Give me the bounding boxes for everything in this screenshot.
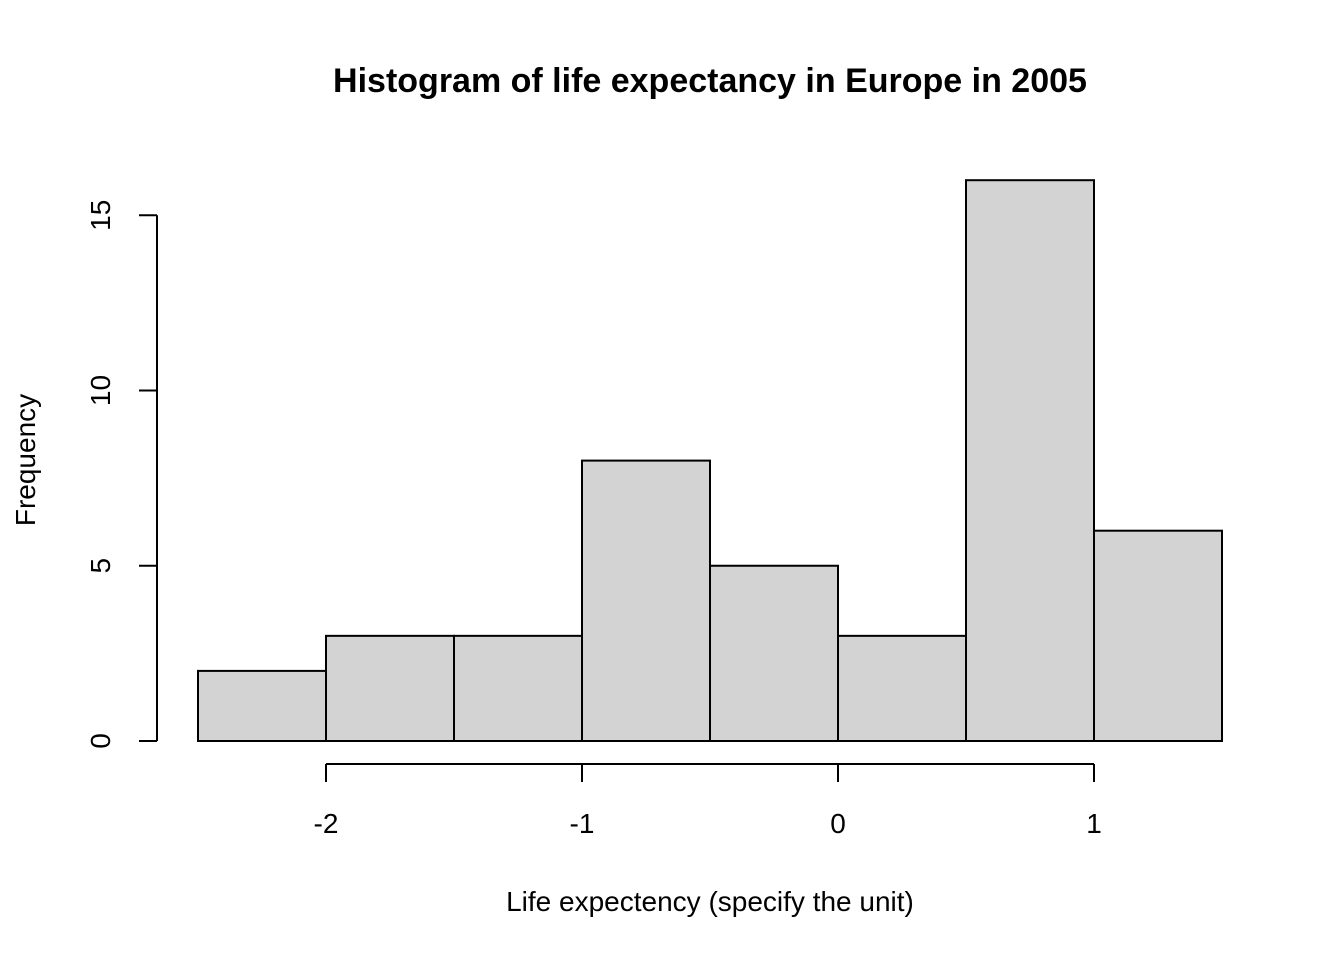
histogram-bar-5	[837, 634, 967, 742]
x-tick-label-2: 0	[830, 808, 846, 839]
x-tick-label-0: -2	[314, 808, 339, 839]
y-tick-label-0: 0	[85, 733, 116, 749]
x-tick-label-3: 1	[1086, 808, 1102, 839]
chart-title: Histogram of life expectancy in Europe i…	[333, 62, 1087, 100]
bars-group	[197, 179, 1223, 743]
y-tick-label-1: 5	[85, 558, 116, 574]
y-tick-label-2: 10	[85, 375, 116, 406]
histogram-bar-0	[197, 669, 327, 743]
histogram-bar-3	[581, 459, 711, 742]
x-axis: -2 -1 0 1	[314, 763, 1102, 839]
x-tick-label-1: -1	[570, 808, 595, 839]
y-axis: 0 5 10 15	[85, 200, 158, 749]
y-axis-label: Frequency	[10, 394, 41, 526]
histogram-bar-1	[325, 634, 455, 742]
x-axis-label: Life expectency (specify the unit)	[506, 886, 914, 917]
histogram-bar-6	[965, 179, 1095, 742]
histogram-bar-2	[453, 634, 583, 742]
histogram-bar-7	[1093, 529, 1223, 743]
y-tick-label-3: 15	[85, 200, 116, 231]
histogram-bar-4	[709, 564, 839, 742]
